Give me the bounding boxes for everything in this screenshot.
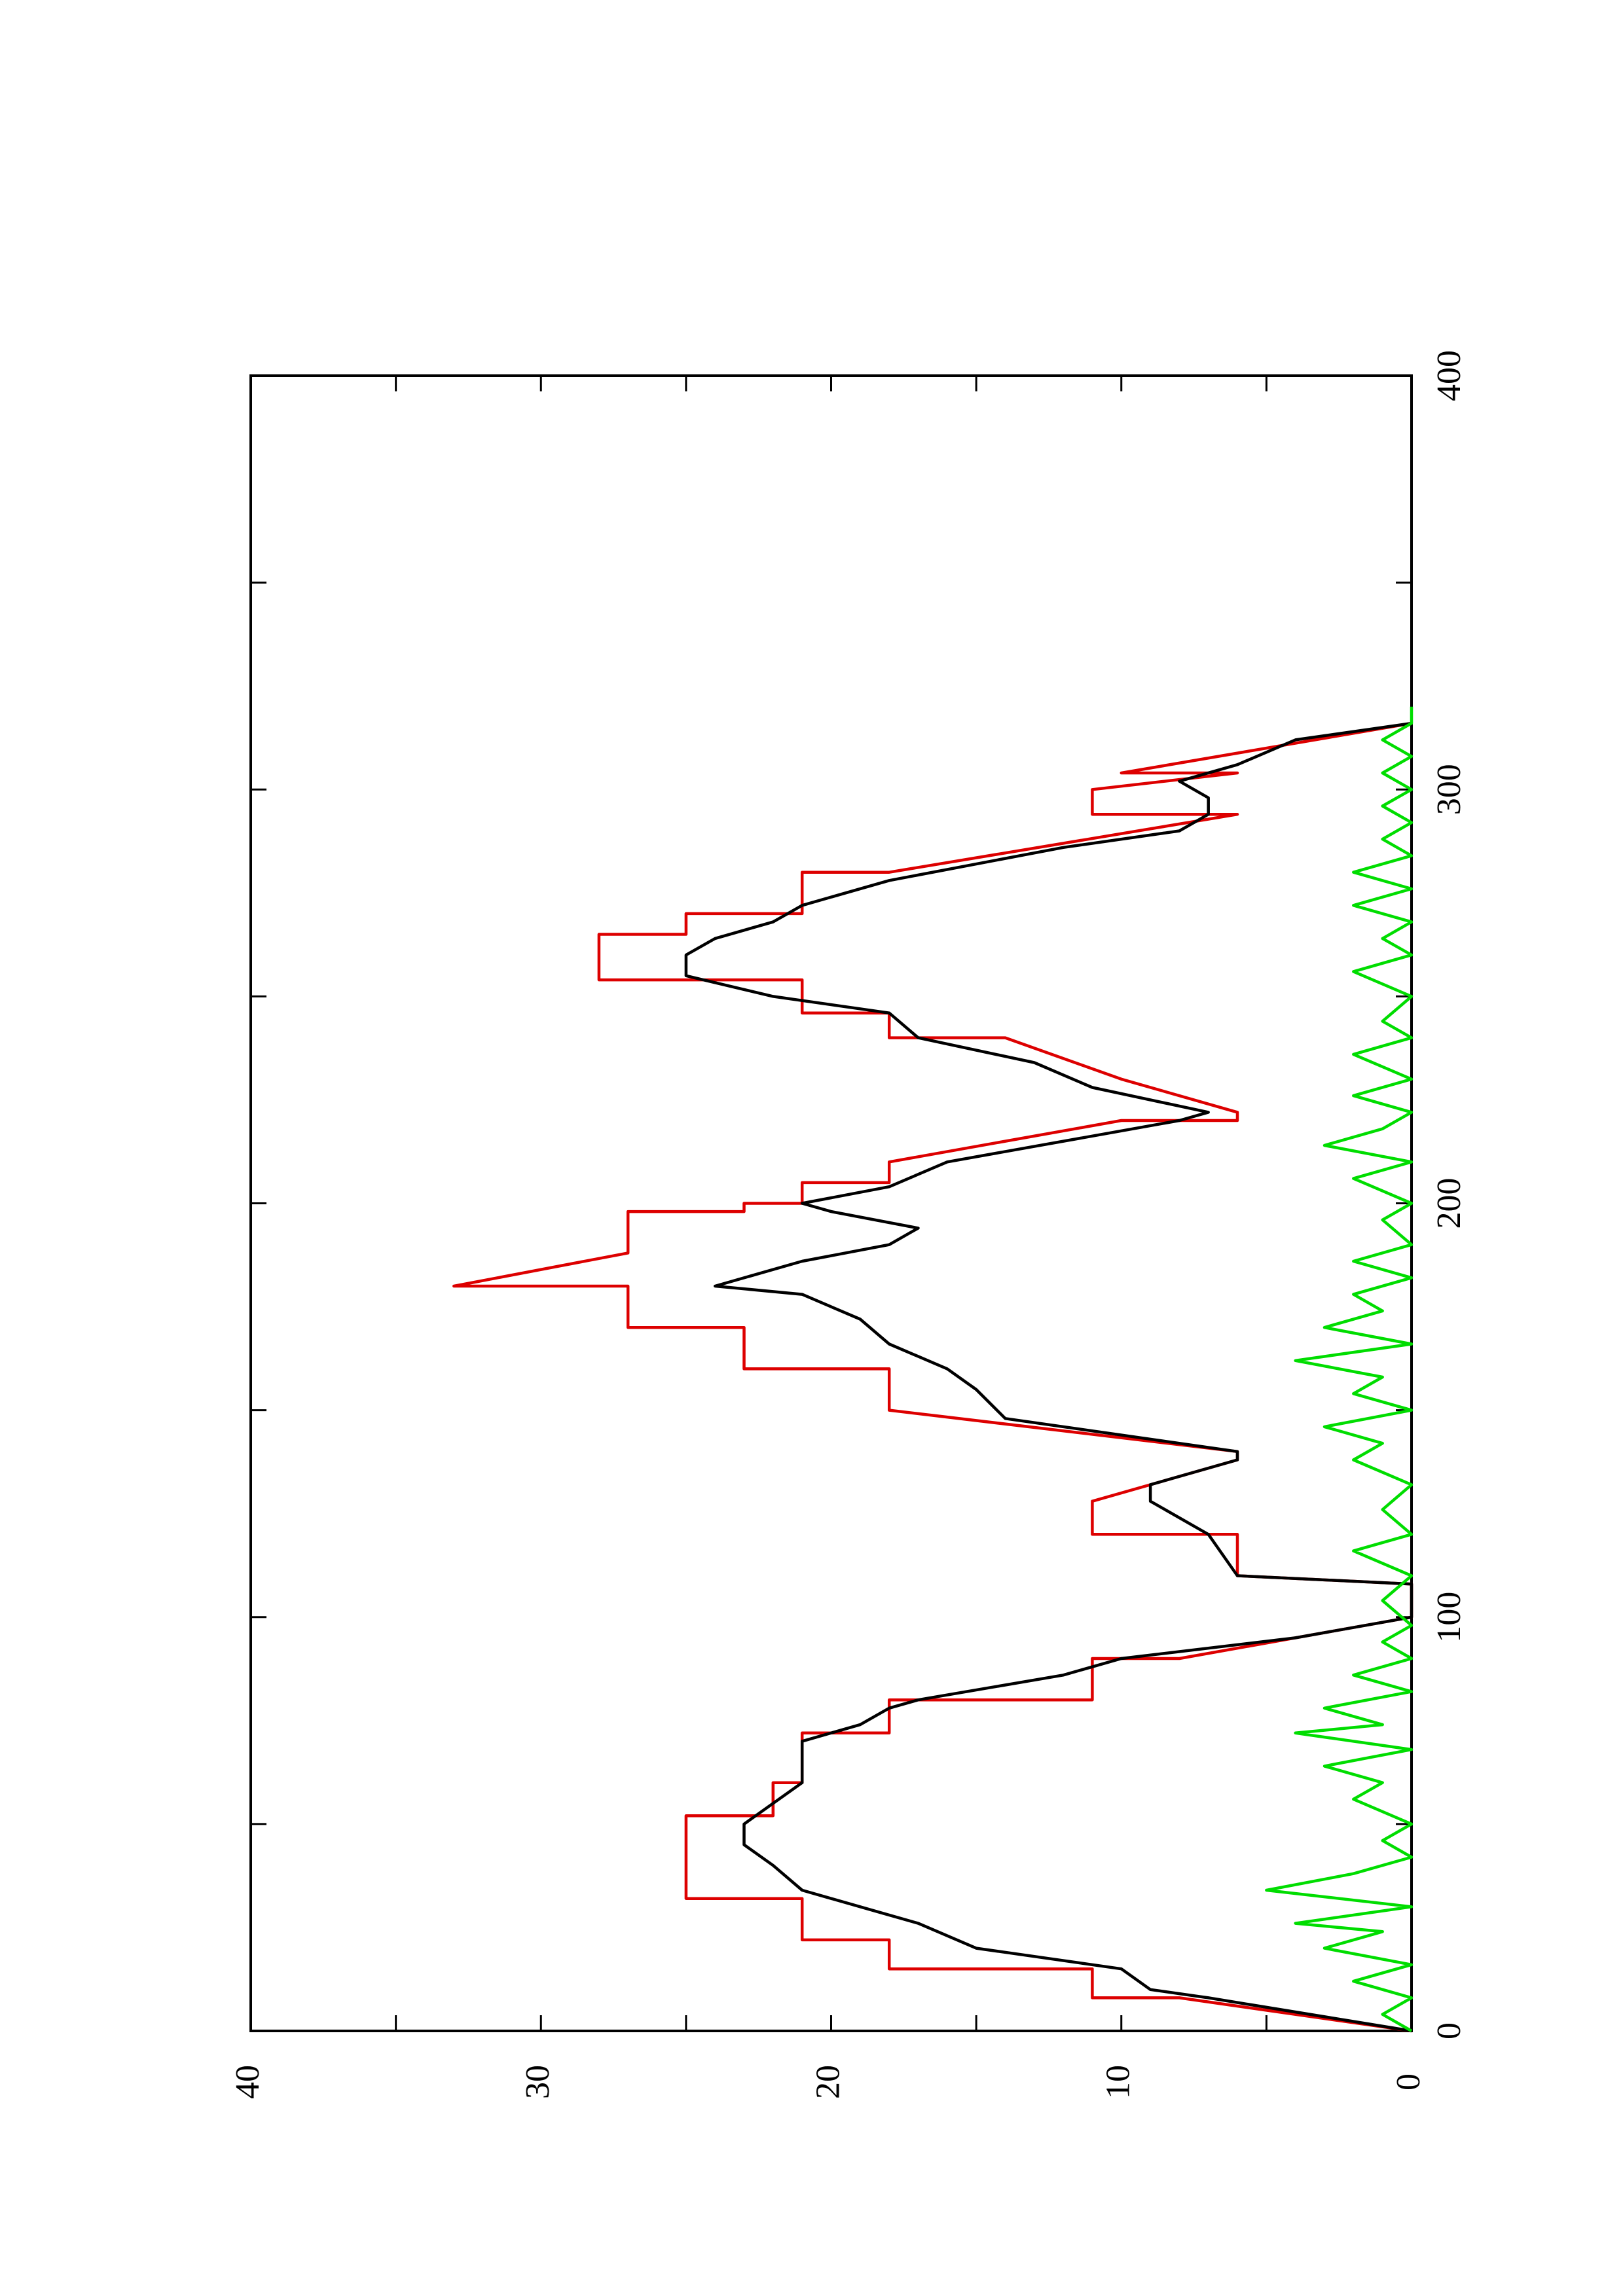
x-tick-label: 400 [1431, 350, 1468, 401]
y-tick-label: 20 [809, 2065, 847, 2099]
series-line-2 [684, 721, 1413, 2033]
y-tick-label: 40 [229, 2065, 266, 2099]
y-tick-label: 30 [519, 2065, 556, 2099]
plot-frame [249, 374, 1413, 2032]
y-tick-label: 10 [1100, 2065, 1137, 2099]
x-tick-label: 0 [1431, 2022, 1468, 2039]
series-line-3 [1265, 706, 1413, 2032]
y-axis-ticks: 0 10 20 30 40 [229, 376, 1427, 2099]
x-axis-ticks: 0 100 200 300 400 [251, 350, 1468, 2039]
x-tick-label: 300 [1431, 764, 1468, 815]
y-tick-label: 0 [1390, 2073, 1427, 2090]
x-tick-label: 200 [1431, 1178, 1468, 1229]
x-tick-label: 100 [1431, 1592, 1468, 1643]
series-line-1 [452, 721, 1413, 2033]
series-lines [452, 706, 1413, 2033]
